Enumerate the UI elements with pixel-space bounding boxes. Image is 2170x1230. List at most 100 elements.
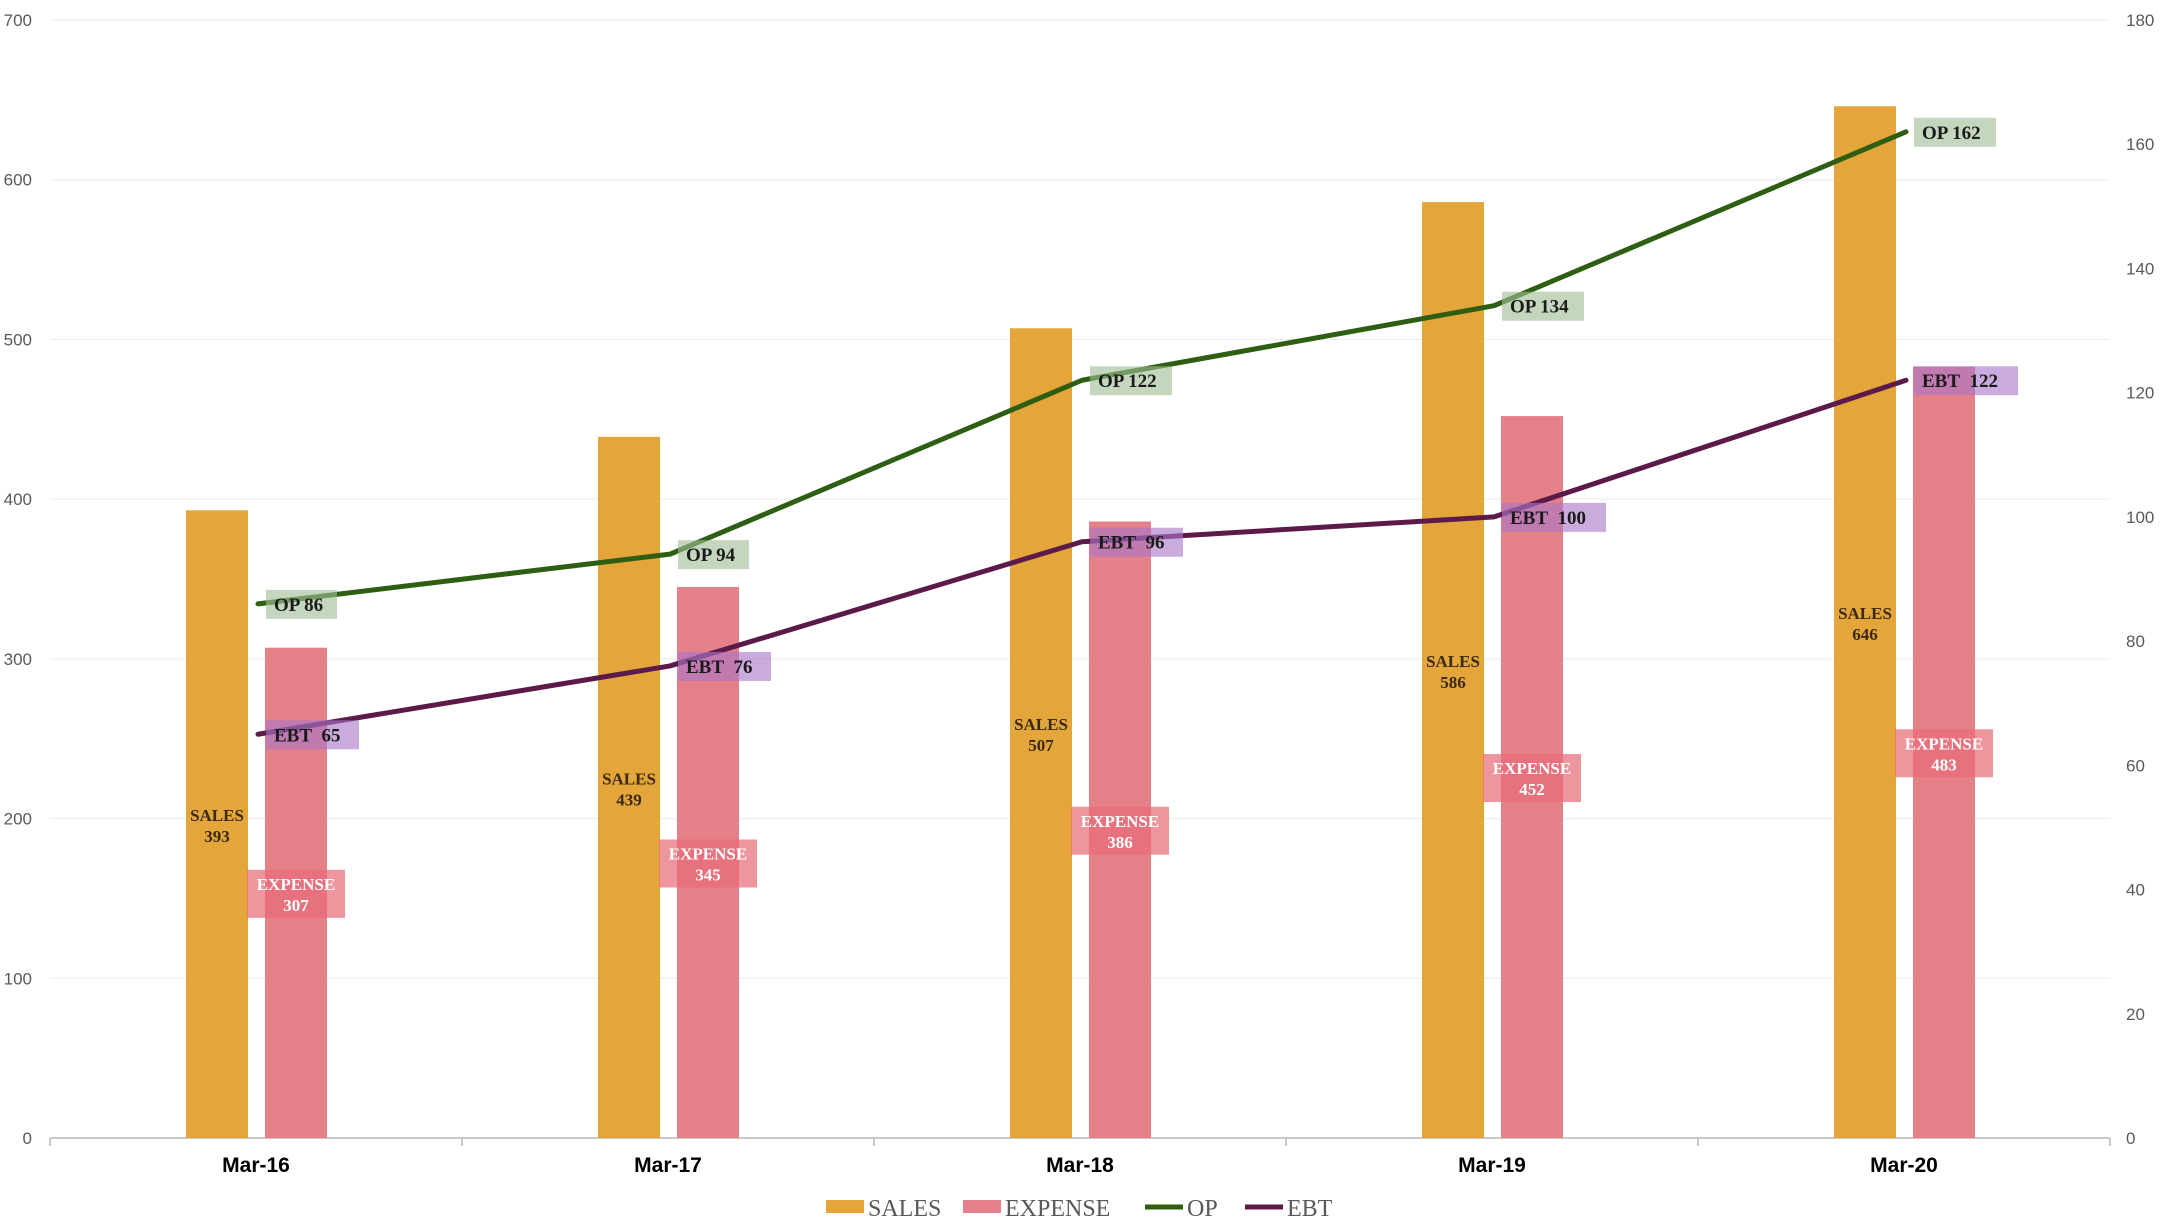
- y2-tick-label: 100: [2126, 508, 2154, 527]
- data-label-box: [678, 540, 749, 570]
- data-label-text: SALES: [602, 769, 656, 788]
- bar-sales: [186, 510, 248, 1138]
- legend-label: OP: [1187, 1196, 1218, 1222]
- ebt-data-label: EBT 96: [1090, 527, 1183, 557]
- data-label-box: [1895, 729, 1993, 778]
- data-label-box: [1090, 366, 1172, 396]
- y-tick-label: 600: [4, 171, 32, 190]
- data-label-text: EBT 96: [1098, 533, 1165, 554]
- data-label-text: 483: [1931, 755, 1957, 774]
- bar-data-label: SALES 439: [602, 769, 656, 809]
- data-label-text: EBT 122: [1922, 371, 1998, 392]
- data-label-box: [1914, 366, 2018, 396]
- bar-data-label: EXPENSE 483: [1895, 729, 1993, 778]
- y2-tick-label: 20: [2126, 1005, 2145, 1024]
- data-label-text: 345: [695, 865, 721, 884]
- y2-tick-label: 40: [2126, 881, 2145, 900]
- bar-data-label: EXPENSE 386: [1071, 806, 1169, 855]
- data-label-text: 307: [283, 896, 309, 915]
- x-tick-label: Mar-17: [634, 1154, 702, 1177]
- data-label-text: 646: [1852, 625, 1878, 644]
- data-label-text: SALES: [190, 806, 244, 825]
- data-label-text: EXPENSE: [1493, 759, 1571, 778]
- ebt-data-label: EBT 100: [1502, 502, 1606, 532]
- data-label-text: EBT 65: [274, 725, 341, 746]
- y2-tick-label: 60: [2126, 756, 2145, 775]
- y-tick-label: 400: [4, 490, 32, 509]
- data-label-box: [1483, 754, 1581, 803]
- data-label-box: [266, 720, 359, 750]
- op-data-label: OP 86: [266, 589, 337, 619]
- op-line: [255, 129, 1909, 607]
- legend-swatch: [963, 1200, 1001, 1213]
- data-label-text: EBT 100: [1510, 508, 1586, 529]
- y-tick-label: 0: [23, 1129, 32, 1148]
- data-label-box: [678, 651, 771, 681]
- data-label-text: EXPENSE: [1905, 734, 1983, 753]
- x-tick-label: Mar-18: [1046, 1154, 1114, 1177]
- lines: [255, 129, 1909, 737]
- data-labels: SALES 393 EXPENSE 307 SALES 439 EXPENSE 345 SALE…: [190, 117, 2018, 918]
- y2-tick-label: 160: [2126, 135, 2154, 154]
- y-tick-label: 300: [4, 650, 32, 669]
- legend-label: EXPENSE: [1005, 1196, 1110, 1222]
- ebt-data-label: EBT 76: [678, 651, 771, 681]
- legend-item-expense: EXPENSE: [963, 1196, 1110, 1222]
- data-label-text: SALES: [1838, 604, 1892, 623]
- data-label-text: EXPENSE: [669, 844, 747, 863]
- legend-label: SALES: [868, 1196, 941, 1222]
- legend-swatch: [826, 1200, 864, 1213]
- bar-data-label: SALES 646: [1838, 604, 1892, 644]
- bar-sales: [1422, 202, 1484, 1138]
- data-label-box: [1071, 806, 1169, 855]
- axes: 0 100 200 300 400 500 600 700 0 20 40 60 80 100 120 140…: [4, 11, 2155, 1177]
- bar-data-label: SALES 586: [1426, 652, 1480, 692]
- bar-data-label: EXPENSE 345: [659, 839, 757, 888]
- data-label-text: OP 134: [1510, 297, 1569, 318]
- y-tick-label: 500: [4, 330, 32, 349]
- bar-sales: [598, 436, 660, 1139]
- x-tick-label: Mar-20: [1870, 1154, 1938, 1177]
- legend: SALES EXPENSE OP EBT: [826, 1196, 1333, 1222]
- data-label-text: EBT 76: [686, 657, 753, 678]
- data-label-box: [1502, 502, 1606, 532]
- y-tick-label: 700: [4, 11, 32, 30]
- data-label-text: OP 94: [686, 545, 736, 566]
- op-data-label: OP 122: [1090, 366, 1172, 396]
- data-label-text: EXPENSE: [1081, 812, 1159, 831]
- legend-item-op: OP: [1145, 1196, 1218, 1222]
- gridlines: [50, 19, 2110, 979]
- ebt-data-label: EBT 65: [266, 720, 359, 750]
- data-label-box: [659, 839, 757, 888]
- bar-data-label: SALES 507: [1014, 715, 1068, 755]
- data-label-text: OP 162: [1922, 123, 1981, 144]
- bars: [186, 106, 1975, 1139]
- data-label-box: [247, 869, 345, 918]
- op-data-label: OP 162: [1914, 117, 1996, 147]
- legend-item-ebt: EBT: [1245, 1196, 1333, 1222]
- y-tick-label: 100: [4, 969, 32, 988]
- data-label-text: 452: [1519, 780, 1545, 799]
- x-tick-label: Mar-19: [1458, 1154, 1526, 1177]
- data-label-box: [1090, 527, 1183, 557]
- data-label-box: [1502, 291, 1584, 321]
- bar-data-label: SALES 393: [190, 806, 244, 846]
- data-label-text: SALES: [1426, 652, 1480, 671]
- y2-tick-label: 80: [2126, 632, 2145, 651]
- data-label-text: 393: [204, 827, 230, 846]
- bar-sales: [1834, 106, 1896, 1138]
- data-label-text: SALES: [1014, 715, 1068, 734]
- data-label-text: OP 122: [1098, 371, 1157, 392]
- op-data-label: OP 94: [678, 540, 749, 570]
- data-label-text: 586: [1440, 673, 1466, 692]
- bar-sales: [1010, 328, 1072, 1139]
- ebt-data-label: EBT 122: [1914, 366, 2018, 396]
- data-label-text: 507: [1028, 736, 1054, 755]
- ebt-line: [255, 377, 1909, 737]
- y2-tick-label: 0: [2126, 1129, 2135, 1148]
- legend-label: EBT: [1287, 1196, 1333, 1222]
- legend-item-sales: SALES: [826, 1196, 941, 1222]
- data-label-box: [1914, 117, 1996, 147]
- data-label-text: 439: [616, 790, 642, 809]
